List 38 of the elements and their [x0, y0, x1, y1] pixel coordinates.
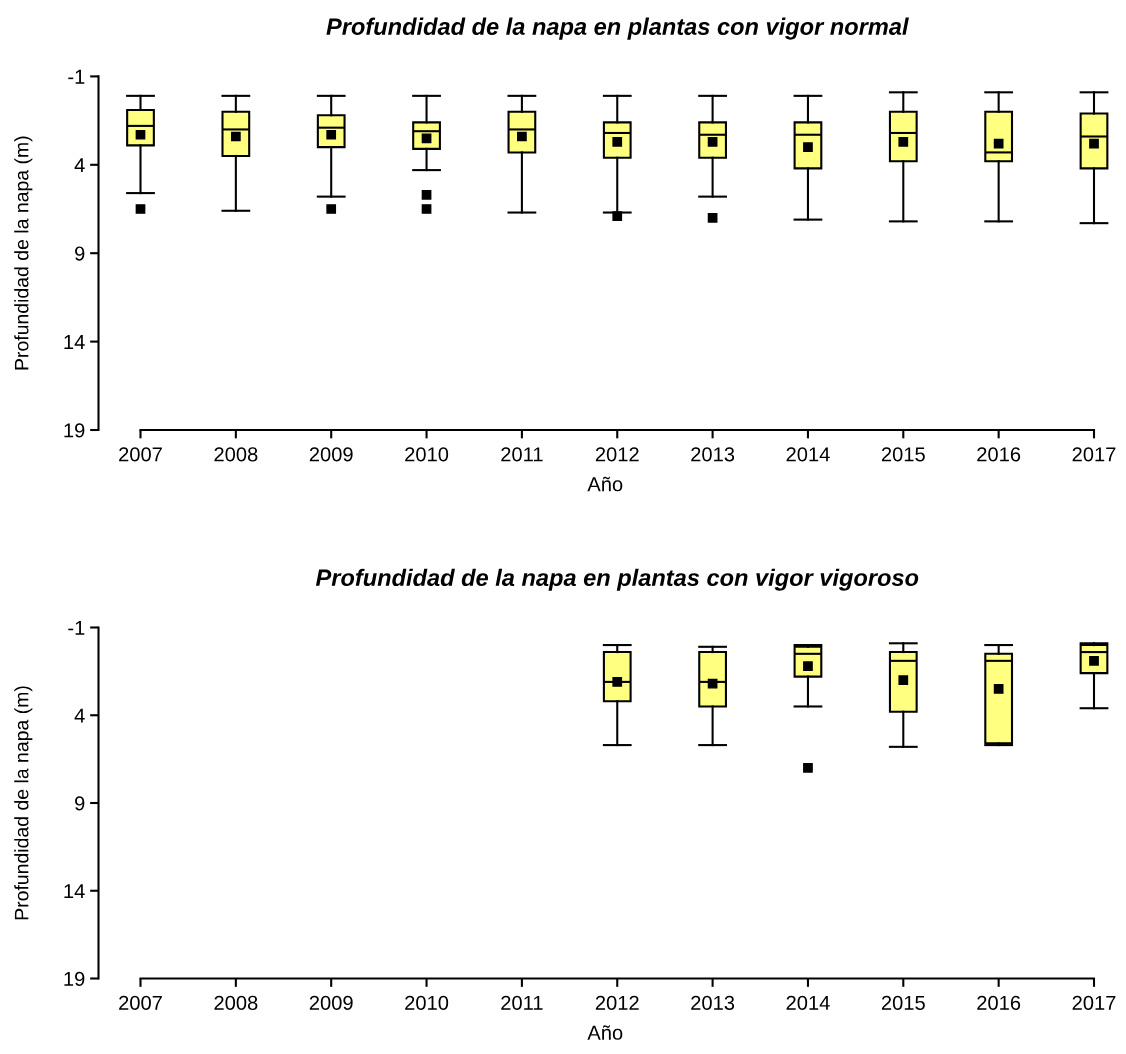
y-tick-label: 19 [64, 971, 85, 986]
x-tick-label: 2011 [501, 447, 543, 462]
x-tick-label: 2010 [405, 447, 449, 462]
y-tick-label: -1 [68, 69, 85, 84]
y-tick-label: 9 [75, 246, 85, 261]
x-tick-label: 2017 [1072, 995, 1116, 1010]
x-tick-label: 2011 [501, 995, 543, 1010]
x-tick-label: 2012 [595, 447, 639, 462]
chart-title: Profundidad de la napa en plantas con vigor vigoroso [315, 568, 919, 591]
x-tick-label: 2015 [881, 447, 925, 462]
x-tick-label: 2015 [881, 995, 925, 1010]
x-tick-label: 2007 [119, 447, 162, 462]
y-tick-label: 14 [64, 335, 85, 349]
x-tick-label: 2013 [691, 447, 735, 462]
x-tick-label: 2013 [691, 995, 735, 1010]
x-tick-label: 2008 [214, 447, 258, 462]
x-tick-label: 2016 [977, 447, 1021, 462]
x-tick-label: 2008 [214, 995, 258, 1010]
y-tick-label: 4 [74, 708, 85, 723]
y-tick-label: 4 [74, 158, 85, 173]
y-tick-label: -1 [68, 620, 85, 635]
y-tick-label: 19 [64, 423, 85, 438]
y-axis-title: Profundidad de la napa (m) [14, 686, 33, 920]
x-tick-label: 2007 [119, 995, 162, 1010]
x-tick-label: 2012 [595, 995, 639, 1010]
chart-title: Profundidad de la napa en plantas con vigor normal [326, 17, 909, 40]
y-tick-label: 14 [64, 884, 85, 899]
x-axis-title: Año [587, 476, 623, 492]
y-tick-label: 9 [75, 796, 85, 811]
x-tick-label: 2010 [405, 995, 449, 1010]
x-tick-label: 2017 [1072, 447, 1116, 462]
x-tick-label: 2014 [786, 995, 830, 1010]
x-tick-label: 2016 [977, 995, 1021, 1010]
x-tick-label: 2009 [309, 995, 353, 1010]
x-tick-label: 2009 [309, 447, 353, 462]
x-tick-label: 2014 [786, 447, 830, 462]
x-axis-title: Año [587, 1025, 623, 1040]
y-axis-title: Profundidad de la napa (m) [14, 136, 33, 370]
